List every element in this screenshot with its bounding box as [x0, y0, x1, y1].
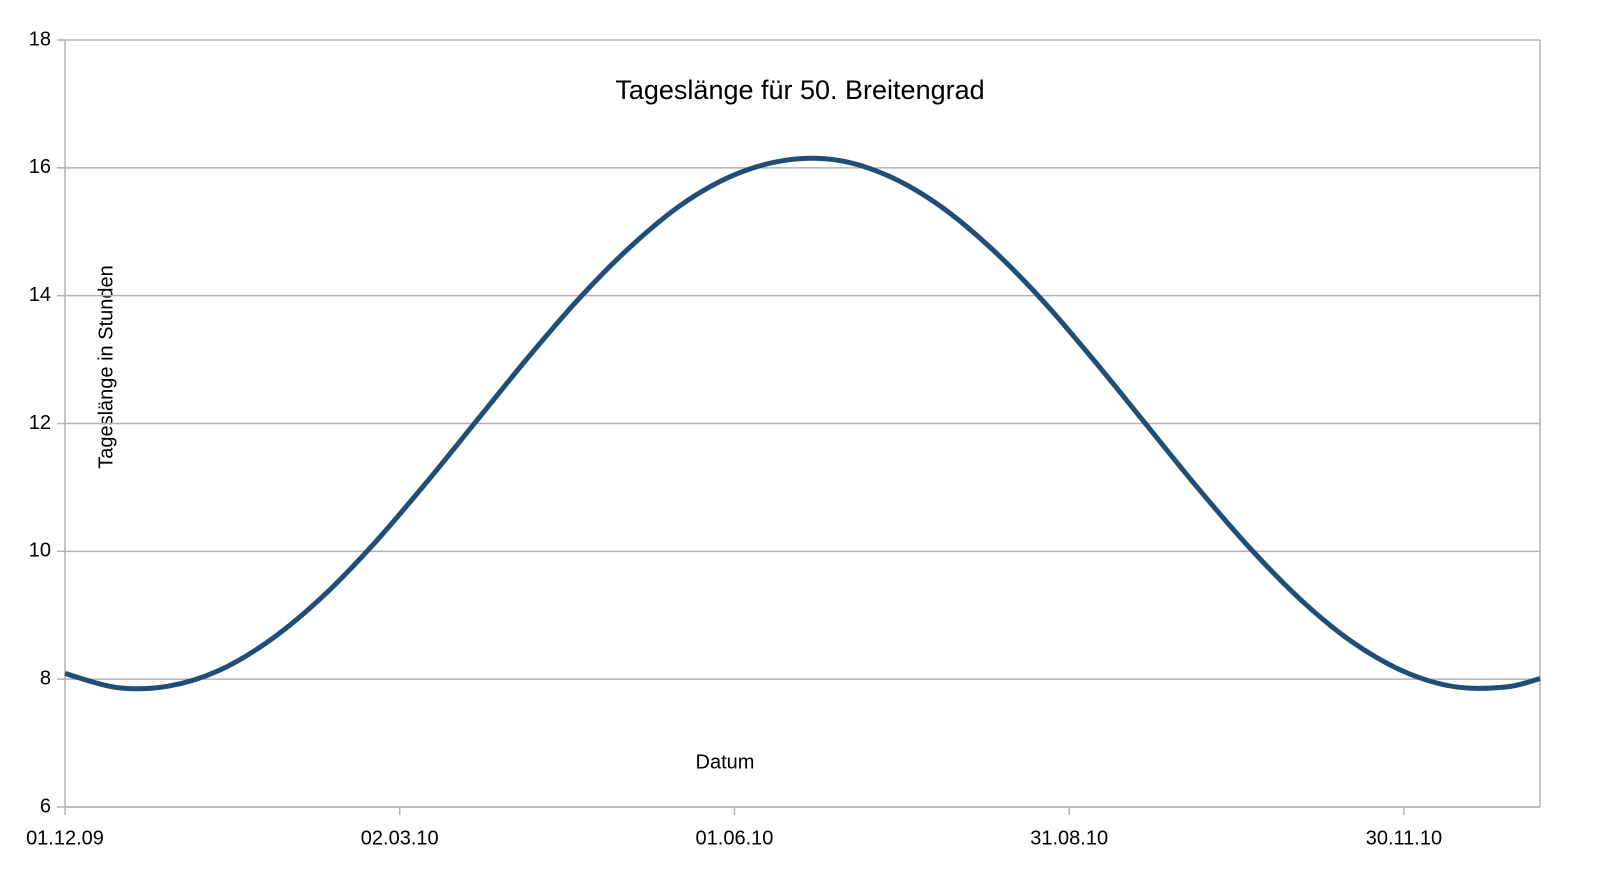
x-tick-label: 01.12.09 [26, 827, 104, 849]
y-tick-label: 8 [40, 667, 51, 689]
x-tick-label: 31.08.10 [1030, 827, 1108, 849]
y-tick-label: 14 [29, 284, 51, 306]
x-tick-label: 01.06.10 [696, 827, 774, 849]
x-axis-label: Datum [696, 751, 755, 773]
y-tick-label: 18 [29, 28, 51, 50]
chart-title: Tageslänge für 50. Breitengrad [615, 75, 984, 105]
y-tick-label: 12 [29, 412, 51, 434]
data-line [64, 155, 1541, 692]
x-tick-label: 30.11.10 [1366, 827, 1442, 849]
y-tick-label: 10 [29, 540, 51, 562]
y-axis-label: Tageslänge in Stunden [95, 265, 117, 469]
y-tick-label: 16 [29, 156, 51, 178]
y-tick-label: 6 [40, 795, 51, 817]
x-tick-label: 02.03.10 [361, 827, 439, 849]
